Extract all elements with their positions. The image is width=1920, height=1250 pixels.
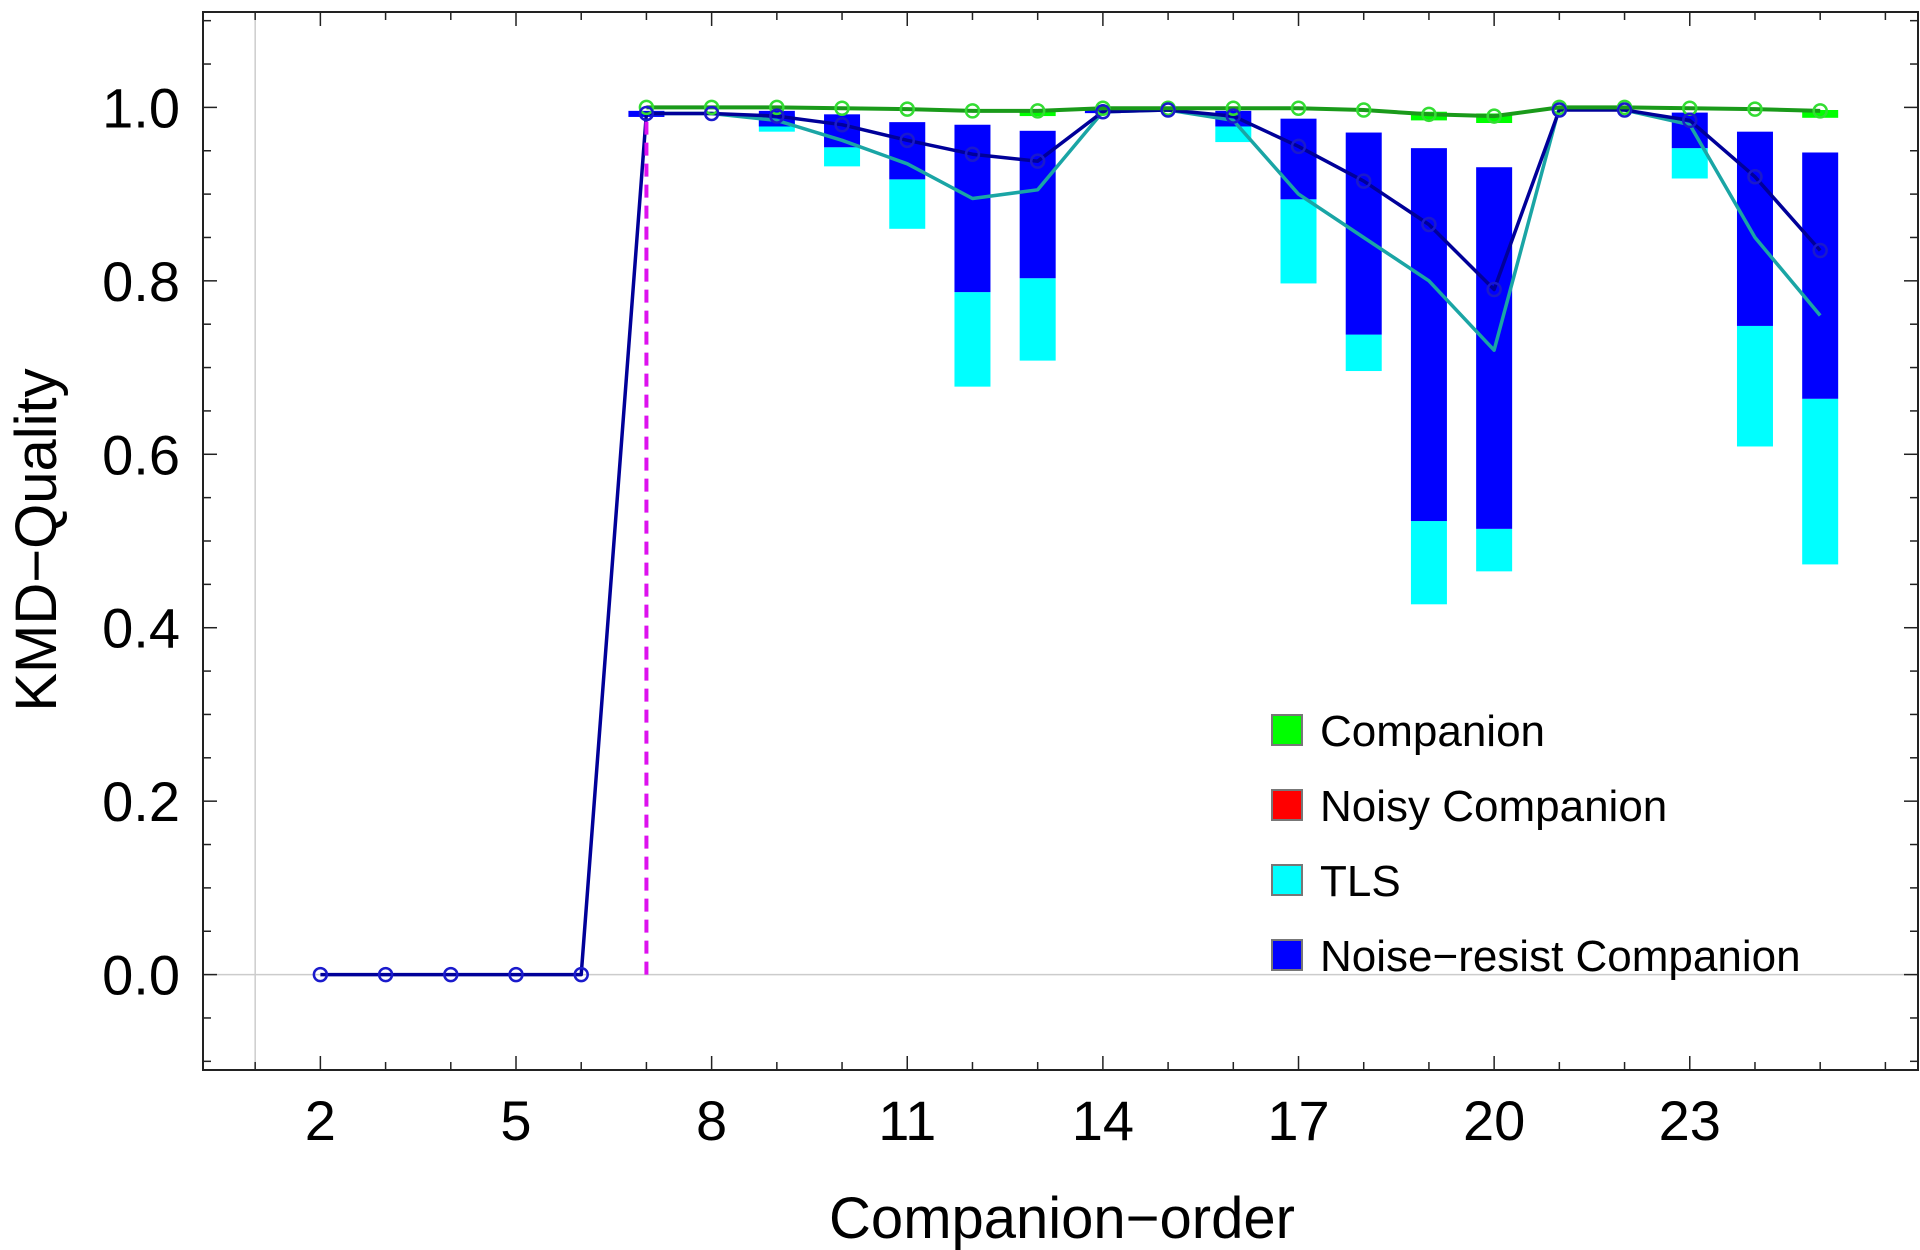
marker-noise-resist-companion-19 [1421,216,1437,233]
x-tick-label-17: 17 [1267,1089,1329,1152]
marker-noise-resist-companion-21 [1551,102,1568,118]
marker-noise-resist-companion-8 [703,105,720,122]
marker-noise-resist-companion-7 [638,105,655,122]
bar-noise-resist-companion-25 [1802,152,1839,399]
y-tick-label-0.2: 0.2 [102,770,180,833]
marker-noise-resist-companion-22 [1616,102,1633,118]
marker-companion-9 [769,99,785,116]
legend: Companion Noisy Companion TLS Noise−resist … [1271,707,1801,981]
bars-layer [628,109,1839,605]
legend-label-noisy-companion: Noisy Companion [1320,782,1667,831]
legend-label-noise-resist-companion: Noise−resist Companion [1320,932,1801,981]
ticks-layer: 2 5 8 11 14 17 20 23 0.0 0.2 0.4 0.6 0.8 1.0 [102,12,1918,1152]
y-axis-title: KMD−Quality [4,368,69,711]
marker-noise-resist-companion-25 [1812,242,1828,259]
marker-noise-resist-companion-17 [1290,138,1307,155]
labels-layer: Companion−order KMD−Quality [4,368,1295,1250]
marker-noise-resist-companion-5 [508,966,524,983]
marker-companion-8 [703,99,720,116]
bar-tls-10 [824,147,861,167]
legend-swatch-companion [1271,714,1303,746]
line-companion [646,105,1821,119]
marker-companion-11 [899,101,916,117]
marker-noise-resist-companion-3 [377,966,394,983]
marker-companion-25 [1812,103,1828,119]
x-tick-label-5: 5 [500,1089,531,1152]
x-tick-label-11: 11 [878,1089,936,1152]
marker-companion-7 [638,99,655,116]
bar-tls-23 [1671,148,1708,179]
marker-noise-resist-companion-13 [1029,153,1046,169]
markers-layer [312,99,1828,983]
marker-companion-18 [1355,102,1372,118]
marker-companion-19 [1421,106,1437,123]
bar-tls-11 [889,179,926,229]
lines-layer [320,105,1822,977]
bar-tls-13 [1019,278,1056,361]
marker-companion-12 [964,103,981,119]
x-tick-label-14: 14 [1072,1089,1134,1152]
legend-label-companion: Companion [1320,707,1545,756]
bar-companion-13 [1019,109,1056,117]
marker-noise-resist-companion-14 [1095,103,1111,120]
marker-companion-10 [834,100,850,117]
marker-noise-resist-companion-12 [964,146,981,162]
bar-tls-25 [1802,398,1839,565]
bar-noise-resist-companion-24 [1736,131,1773,326]
legend-swatch-noisy-companion [1271,789,1303,821]
bar-tls-17 [1280,199,1317,284]
legend-label-tls: TLS [1320,857,1401,906]
bar-tls-18 [1345,334,1382,372]
marker-noise-resist-companion-18 [1355,173,1372,189]
y-tick-label-0.4: 0.4 [102,597,180,660]
marker-noise-resist-companion-2 [312,966,329,983]
bar-noise-resist-companion-19 [1410,148,1447,522]
bar-noise-resist-companion-18 [1345,132,1382,335]
y-tick-label-0.6: 0.6 [102,423,180,486]
x-tick-label-20: 20 [1463,1089,1525,1152]
marker-noise-resist-companion-4 [443,966,459,983]
bar-noise-resist-companion-17 [1280,118,1317,200]
legend-swatch-noise-resist-companion [1271,939,1303,971]
bar-tls-24 [1736,325,1773,447]
marker-noise-resist-companion-9 [769,108,785,124]
x-axis-title: Companion−order [829,1186,1295,1250]
marker-noise-resist-companion-15 [1160,102,1176,118]
marker-companion-20 [1486,108,1502,124]
x-tick-label-2: 2 [305,1089,336,1152]
marker-companion-13 [1029,103,1046,119]
marker-noise-resist-companion-24 [1747,169,1763,185]
marker-noise-resist-companion-10 [834,116,850,133]
y-tick-label-0.0: 0.0 [102,944,180,1007]
line-noise-resist-companion [320,108,1822,977]
x-tick-label-23: 23 [1659,1089,1721,1152]
legend-swatch-tls [1271,864,1303,896]
marker-noise-resist-companion-16 [1225,108,1242,124]
bar-companion-25 [1802,109,1839,118]
marker-companion-16 [1225,100,1242,117]
marker-noise-resist-companion-6 [573,966,589,983]
marker-noise-resist-companion-20 [1486,281,1502,298]
marker-noise-resist-companion-23 [1682,112,1698,129]
bar-tls-19 [1410,521,1447,605]
y-tick-label-0.8: 0.8 [102,250,180,313]
y-tick-label-1.0: 1.0 [102,76,180,139]
bar-tls-12 [954,292,991,387]
x-tick-label-8: 8 [696,1089,727,1152]
bar-tls-20 [1476,528,1513,572]
marker-noise-resist-companion-11 [899,132,916,149]
bar-companion-20 [1476,113,1513,124]
marker-companion-24 [1747,101,1763,117]
marker-companion-17 [1290,100,1307,117]
